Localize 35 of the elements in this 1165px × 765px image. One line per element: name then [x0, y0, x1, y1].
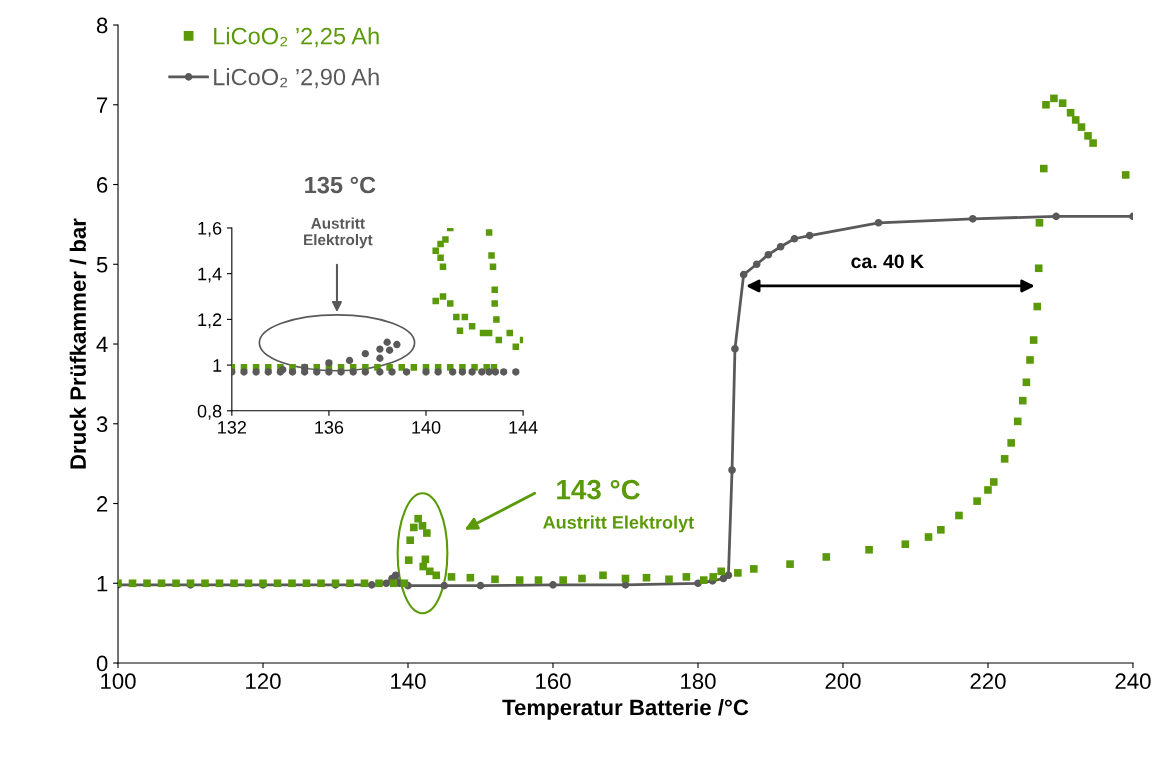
x-tick-label: 200 — [825, 673, 861, 690]
x-tick-label: 220 — [970, 673, 1006, 690]
x-tick-label: 160 — [536, 673, 571, 690]
y-tick-label: 1,4 — [198, 267, 222, 283]
y-tick-label: 0,8 — [197, 404, 222, 420]
y-axis-title: Druck Prüfkammer / bar — [69, 218, 87, 469]
x-tick-label: 144 — [509, 421, 538, 434]
x-tick-label: 132 — [218, 421, 246, 434]
legend-label: LiCoO₂ ’2,25 Ah — [214, 27, 379, 48]
y-tick-label: 5 — [96, 257, 108, 273]
y-tick-label: 1 — [213, 359, 222, 372]
y-tick-label: 8 — [96, 17, 108, 34]
y-tick-label: 2 — [97, 496, 108, 512]
x-tick-label: 240 — [1115, 673, 1151, 690]
y-tick-label: 1 — [97, 576, 108, 592]
x-tick-label: 180 — [681, 673, 716, 690]
legend-label: LiCoO₂ ’2,90 Ah — [214, 68, 379, 89]
annotation: 143 °C — [557, 479, 640, 500]
y-tick-label: 3 — [96, 416, 108, 433]
x-tick-label: 140 — [391, 673, 426, 690]
y-tick-label: 6 — [97, 177, 108, 193]
annotation: ca. 40 K — [851, 254, 924, 269]
annotation: Austritt Elektrolyt — [543, 515, 694, 533]
annotation: Austritt Elektrolyt — [304, 217, 373, 249]
y-tick-label: 4 — [96, 336, 108, 353]
x-tick-label: 136 — [315, 421, 344, 434]
y-tick-label: 1,6 — [198, 221, 222, 237]
y-tick-label: 1,2 — [198, 313, 222, 329]
annotation: 135 °C — [305, 176, 376, 194]
x-tick-label: 140 — [412, 421, 441, 434]
x-tick-label: 100 — [101, 673, 136, 690]
x-tick-label: 120 — [246, 673, 281, 690]
y-tick-label: 7 — [97, 97, 108, 113]
x-axis-title: Temperatur Batterie /°C — [502, 699, 749, 720]
y-tick-label: 0 — [96, 655, 108, 672]
